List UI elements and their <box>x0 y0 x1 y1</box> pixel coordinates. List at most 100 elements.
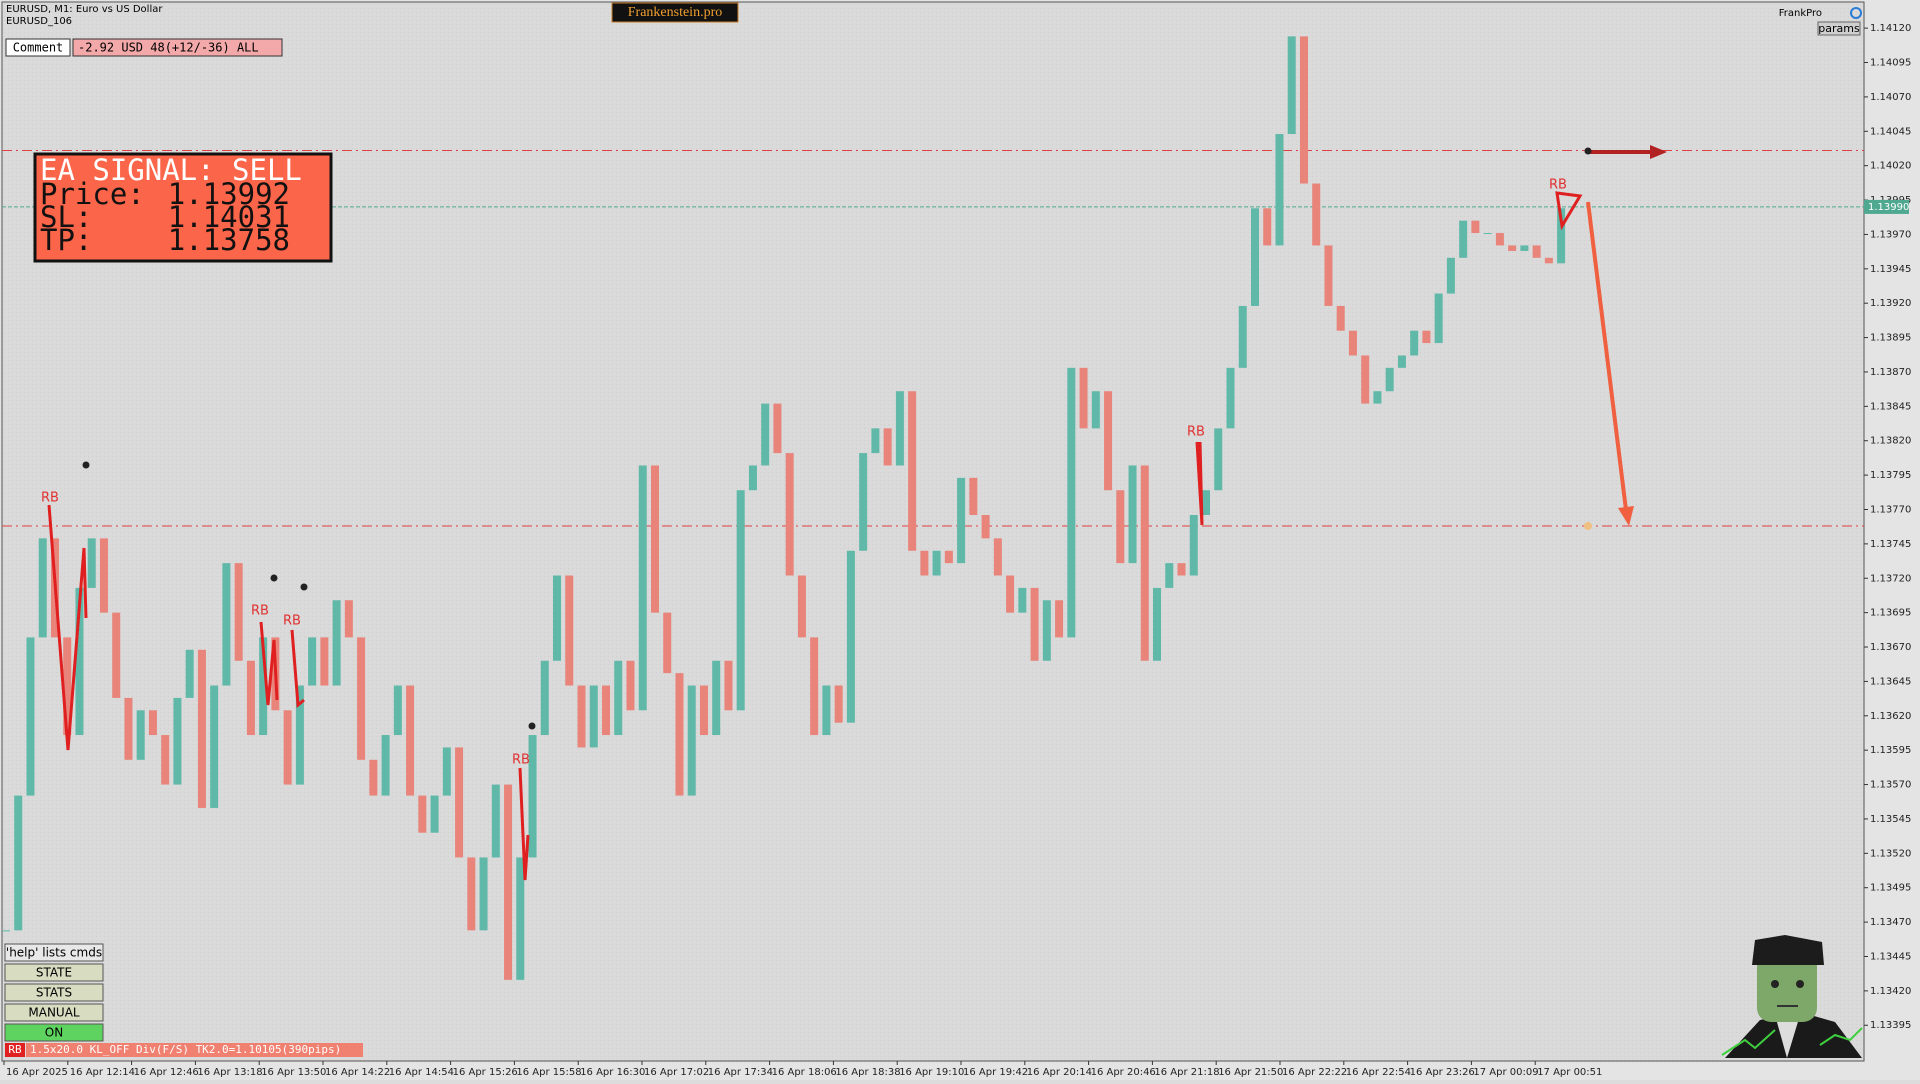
candle <box>369 759 378 796</box>
candle <box>773 403 782 454</box>
candle <box>332 600 341 686</box>
button[interactable] <box>4 1023 104 1042</box>
comment-label: Comment <box>13 41 64 55</box>
candle <box>1250 208 1259 306</box>
candle <box>871 428 880 454</box>
x-tick-label: 17 Apr 00:09 <box>1473 1067 1538 1078</box>
candle <box>589 685 598 748</box>
button[interactable] <box>4 983 104 1002</box>
button-label[interactable]: STATE <box>36 966 72 980</box>
candle <box>810 637 819 736</box>
candle <box>1446 257 1455 294</box>
candle <box>981 514 990 539</box>
button-label[interactable]: STATS <box>36 986 72 1000</box>
x-tick-label: 16 Apr 19:10 <box>899 1067 964 1078</box>
candle <box>393 685 402 736</box>
mascot-face <box>1757 950 1817 1022</box>
y-tick-label: 1.13595 <box>1870 745 1911 756</box>
x-tick-label: 16 Apr 15:58 <box>516 1067 581 1078</box>
x-tick-label: 16 Apr 12:14 <box>70 1067 135 1078</box>
candle <box>63 637 72 736</box>
button-label[interactable]: MANUAL <box>28 1006 80 1020</box>
candle <box>1483 233 1492 235</box>
candle <box>1079 367 1088 429</box>
candle <box>1091 391 1100 429</box>
candle <box>761 403 770 466</box>
candle <box>99 538 108 613</box>
candle <box>1153 587 1162 661</box>
params-button[interactable] <box>1817 21 1861 36</box>
rb-marker: RB <box>512 753 530 768</box>
x-tick-label: 17 Apr 00:51 <box>1537 1067 1602 1078</box>
arrow-head <box>1618 506 1634 526</box>
candle <box>1202 490 1211 515</box>
candle <box>148 710 157 736</box>
status-tag: RB <box>8 1043 22 1056</box>
candle <box>1067 367 1076 638</box>
candle <box>822 685 831 736</box>
icons <box>82 147 1592 730</box>
candle <box>1165 563 1174 588</box>
pattern <box>290 629 305 709</box>
y-tick-label: 1.13495 <box>1870 883 1911 894</box>
candle <box>1263 208 1272 246</box>
candle <box>1373 391 1382 404</box>
candle <box>222 563 231 686</box>
candle <box>1336 305 1345 331</box>
y-tick-label: 1.14045 <box>1870 126 1911 137</box>
candle <box>1287 36 1296 135</box>
candle <box>197 649 206 808</box>
candle <box>1055 600 1064 638</box>
arrow <box>1586 201 1628 511</box>
candle <box>736 490 745 711</box>
x-tick-label: 16 Apr 18:06 <box>772 1067 837 1078</box>
candle <box>1116 490 1125 564</box>
candle <box>602 685 611 736</box>
brand: Frankenstein.pro <box>628 5 722 20</box>
y-tick-label: 1.14095 <box>1870 58 1911 69</box>
button[interactable] <box>4 963 104 982</box>
signal-label: SL: <box>40 200 92 234</box>
candle <box>577 685 586 748</box>
candle <box>993 538 1002 576</box>
user-icon <box>1850 7 1862 19</box>
mascot-hair <box>1752 935 1824 965</box>
candle <box>1042 600 1051 661</box>
candle <box>699 685 708 736</box>
x-tick-label: 16 Apr 14:22 <box>325 1067 390 1078</box>
candle <box>1397 355 1406 368</box>
y-tick-label: 1.13895 <box>1870 333 1911 344</box>
candle <box>540 660 549 736</box>
rb-marker: RB <box>1549 178 1567 193</box>
y-tick-label: 1.14070 <box>1870 92 1911 103</box>
candle <box>1508 245 1517 251</box>
price-label-box <box>1864 199 1909 214</box>
y-tick-label: 1.13845 <box>1870 401 1911 412</box>
button-label[interactable]: ON <box>45 1026 63 1040</box>
brand-box <box>611 2 739 23</box>
pattern <box>518 767 530 881</box>
candle <box>834 685 843 723</box>
help-text: 'help' lists cmds <box>6 946 102 960</box>
x-tick-label: 16 Apr 19:42 <box>963 1067 1028 1078</box>
rb-marker: RB <box>1187 425 1205 440</box>
candle <box>467 857 476 931</box>
rb-marker: RB <box>251 604 269 619</box>
candle <box>1471 220 1480 234</box>
y-tick-label: 1.13620 <box>1870 711 1911 722</box>
pattern <box>47 504 88 751</box>
x-tick-label: 16 Apr 20:14 <box>1027 1067 1092 1078</box>
params-label[interactable]: params <box>1818 22 1860 35</box>
candle <box>491 784 500 858</box>
candle <box>1459 220 1468 258</box>
candle <box>1030 587 1039 661</box>
y-tick-label: 1.13920 <box>1870 298 1911 309</box>
candle <box>1006 575 1015 613</box>
x-tick-label: 16 Apr 14:54 <box>389 1067 454 1078</box>
button[interactable] <box>4 1003 104 1022</box>
arrow-head <box>1650 145 1667 159</box>
y-tick-label: 1.13520 <box>1870 848 1911 859</box>
patterns <box>47 191 1583 881</box>
candle <box>381 735 390 796</box>
y-tick-label: 1.13470 <box>1870 917 1911 928</box>
